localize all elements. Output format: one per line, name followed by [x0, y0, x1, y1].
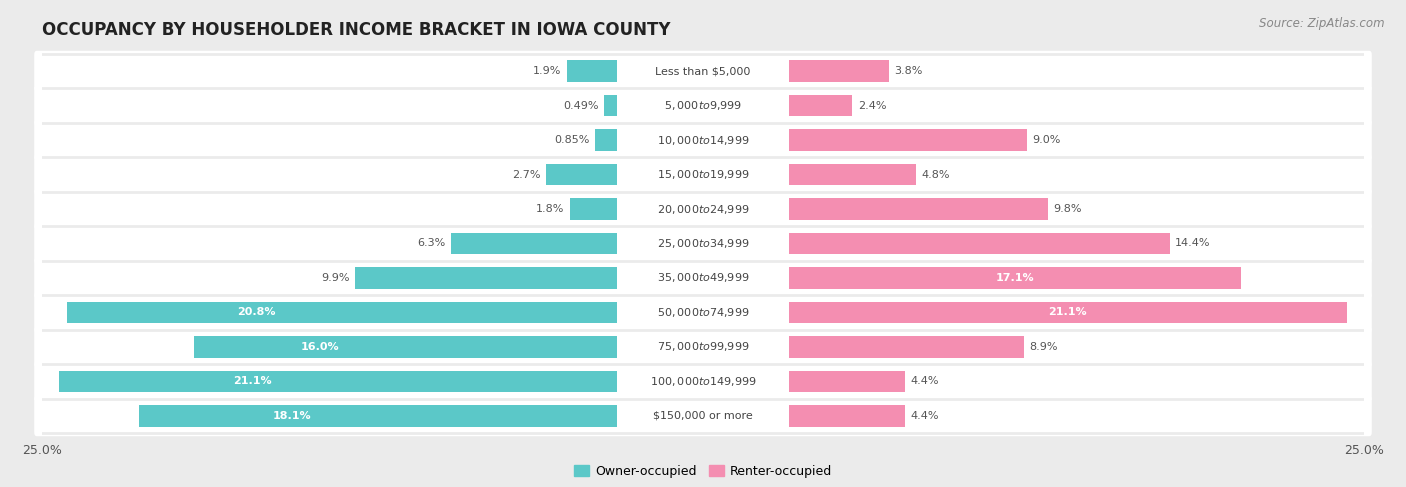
FancyBboxPatch shape [34, 154, 1372, 195]
Bar [605, 95, 617, 116]
Bar [139, 405, 617, 427]
Text: $10,000 to $14,999: $10,000 to $14,999 [657, 133, 749, 147]
Text: $15,000 to $19,999: $15,000 to $19,999 [657, 168, 749, 181]
FancyBboxPatch shape [34, 292, 1372, 333]
Bar [789, 60, 890, 82]
Text: 2.4%: 2.4% [858, 101, 886, 111]
Bar [789, 302, 1347, 323]
Bar [789, 233, 1170, 254]
Bar [789, 95, 852, 116]
Text: 3.8%: 3.8% [894, 66, 922, 76]
Bar [567, 60, 617, 82]
Text: 4.4%: 4.4% [911, 376, 939, 386]
Bar [194, 336, 617, 357]
Text: Source: ZipAtlas.com: Source: ZipAtlas.com [1260, 17, 1385, 30]
Bar [789, 130, 1026, 151]
Text: 21.1%: 21.1% [233, 376, 271, 386]
FancyBboxPatch shape [34, 361, 1372, 402]
FancyBboxPatch shape [34, 395, 1372, 436]
Text: 4.8%: 4.8% [921, 169, 949, 180]
Text: 0.49%: 0.49% [564, 101, 599, 111]
Text: 8.9%: 8.9% [1029, 342, 1057, 352]
Text: $50,000 to $74,999: $50,000 to $74,999 [657, 306, 749, 319]
Text: 16.0%: 16.0% [301, 342, 339, 352]
Bar [546, 164, 617, 185]
Text: 20.8%: 20.8% [238, 307, 276, 318]
Text: 2.7%: 2.7% [512, 169, 540, 180]
Bar [67, 302, 617, 323]
Bar [356, 267, 617, 289]
Bar [789, 336, 1024, 357]
Text: 9.0%: 9.0% [1032, 135, 1060, 145]
Bar [59, 371, 617, 392]
Text: $25,000 to $34,999: $25,000 to $34,999 [657, 237, 749, 250]
Text: 9.8%: 9.8% [1053, 204, 1081, 214]
Legend: Owner-occupied, Renter-occupied: Owner-occupied, Renter-occupied [568, 460, 838, 483]
Text: 6.3%: 6.3% [418, 239, 446, 248]
Text: $75,000 to $99,999: $75,000 to $99,999 [657, 340, 749, 354]
Text: $100,000 to $149,999: $100,000 to $149,999 [650, 375, 756, 388]
Bar [789, 405, 905, 427]
Text: Less than $5,000: Less than $5,000 [655, 66, 751, 76]
Text: 1.8%: 1.8% [536, 204, 564, 214]
Text: $5,000 to $9,999: $5,000 to $9,999 [664, 99, 742, 112]
FancyBboxPatch shape [34, 327, 1372, 367]
Text: 0.85%: 0.85% [554, 135, 589, 145]
Text: 18.1%: 18.1% [273, 411, 311, 421]
Bar [450, 233, 617, 254]
Text: 9.9%: 9.9% [322, 273, 350, 283]
Text: $20,000 to $24,999: $20,000 to $24,999 [657, 203, 749, 216]
FancyBboxPatch shape [34, 188, 1372, 229]
Bar [595, 130, 617, 151]
Bar [789, 267, 1241, 289]
Text: 21.1%: 21.1% [1049, 307, 1087, 318]
Bar [789, 164, 915, 185]
Bar [789, 371, 905, 392]
Text: 14.4%: 14.4% [1175, 239, 1211, 248]
Text: 4.4%: 4.4% [911, 411, 939, 421]
FancyBboxPatch shape [34, 85, 1372, 126]
FancyBboxPatch shape [34, 223, 1372, 264]
Bar [569, 198, 617, 220]
FancyBboxPatch shape [34, 258, 1372, 299]
FancyBboxPatch shape [34, 51, 1372, 92]
Text: $150,000 or more: $150,000 or more [654, 411, 752, 421]
Text: OCCUPANCY BY HOUSEHOLDER INCOME BRACKET IN IOWA COUNTY: OCCUPANCY BY HOUSEHOLDER INCOME BRACKET … [42, 21, 671, 39]
Bar [789, 198, 1047, 220]
Text: 17.1%: 17.1% [995, 273, 1035, 283]
FancyBboxPatch shape [34, 120, 1372, 160]
Text: $35,000 to $49,999: $35,000 to $49,999 [657, 271, 749, 284]
Text: 1.9%: 1.9% [533, 66, 561, 76]
